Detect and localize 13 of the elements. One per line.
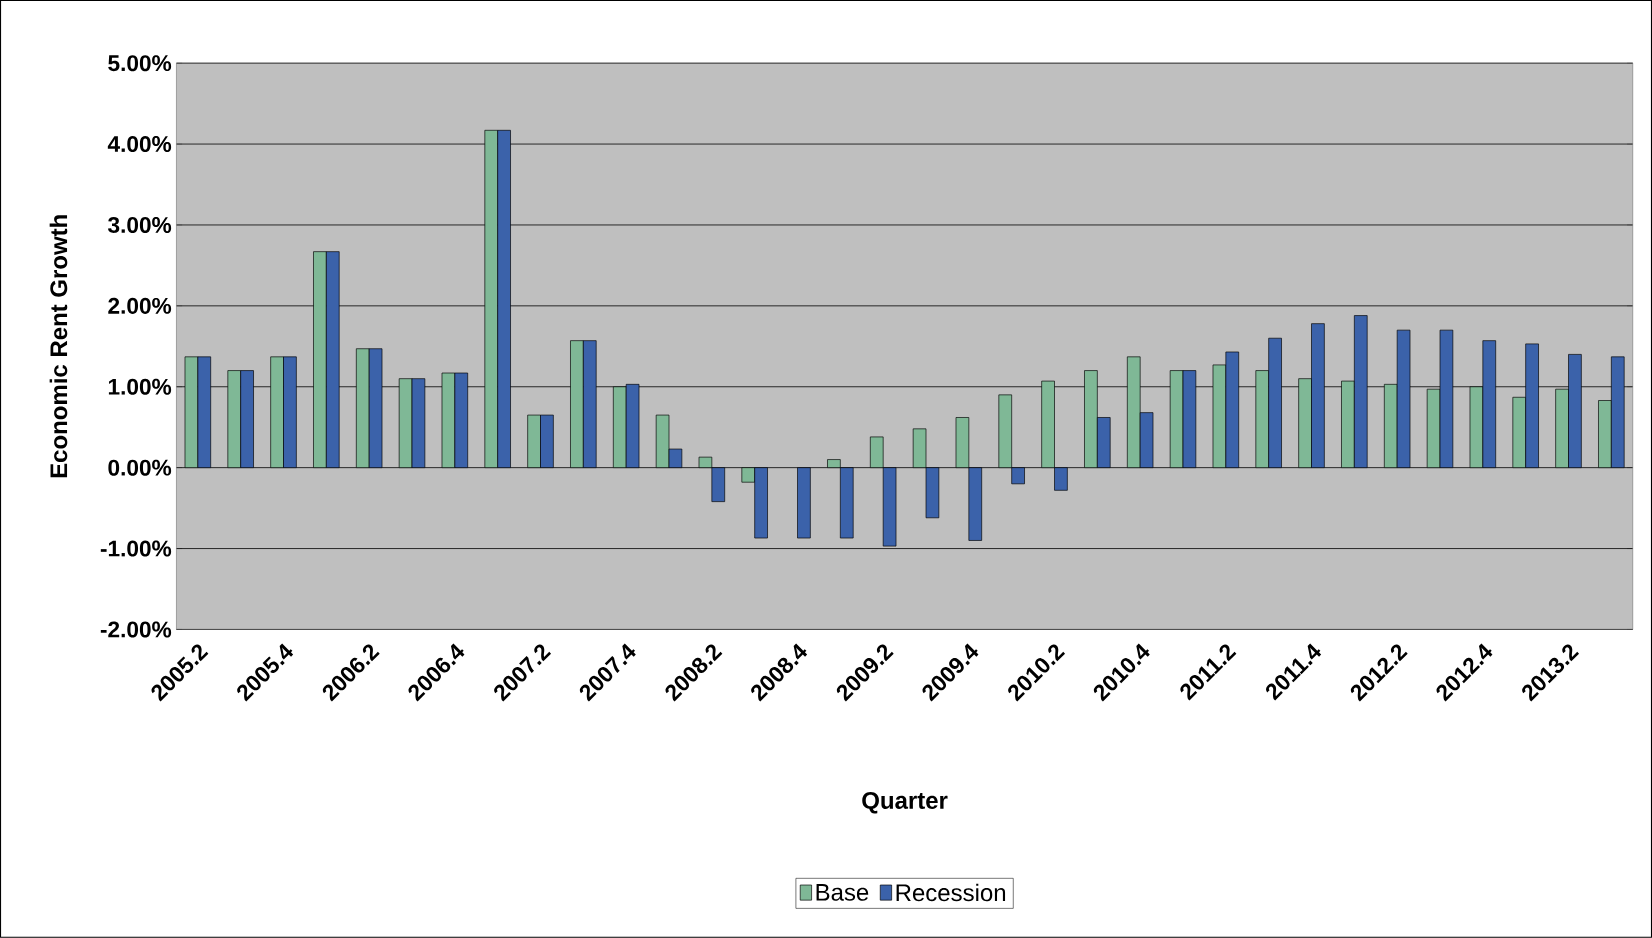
y-tick-label: -2.00% — [100, 621, 172, 638]
legend-label: Base — [816, 884, 869, 901]
y-axis-title: Economic Rent Growth — [49, 215, 68, 478]
y-tick-label: 3.00% — [108, 217, 172, 234]
y-tick-label: 4.00% — [107, 136, 172, 153]
legend-label: Recession — [896, 883, 1006, 902]
y-tick-label: 2.00% — [108, 297, 172, 314]
y-tick-label: 1.00% — [108, 378, 172, 395]
y-tick-label: -1.00% — [100, 540, 172, 557]
bar — [797, 467, 811, 539]
x-axis-title: Quarter — [862, 792, 948, 814]
y-tick-label: 0.00% — [108, 459, 172, 476]
y-tick-label: 5.00% — [108, 55, 172, 72]
